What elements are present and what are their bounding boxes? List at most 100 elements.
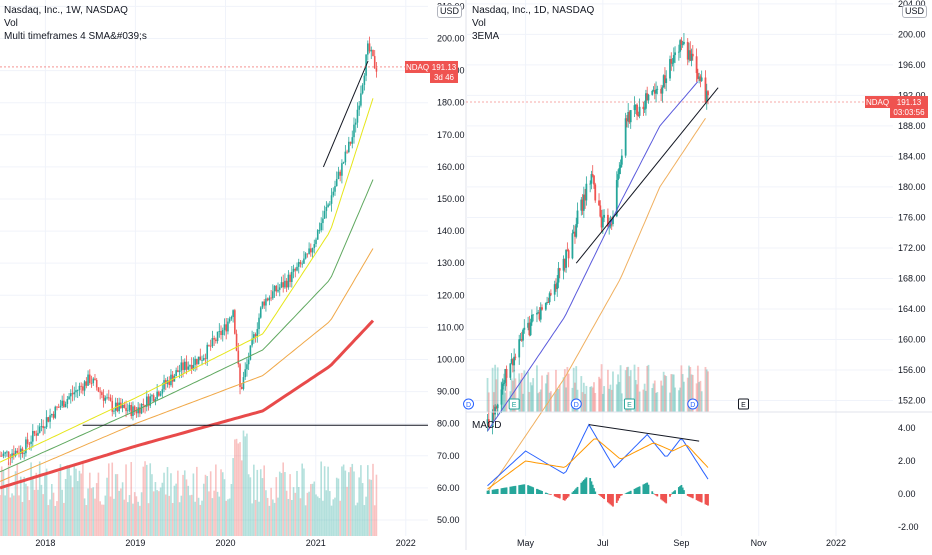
right-volume-bar: [691, 374, 694, 412]
left-y-tick-label: 180.00: [437, 98, 465, 108]
macd-histogram-bar: [494, 489, 497, 494]
left-candle-body: [90, 383, 93, 384]
left-candle-body: [216, 331, 219, 342]
right-candle-body: [672, 55, 675, 63]
left-volume-bar: [225, 500, 228, 536]
macd-histogram-bar: [505, 487, 508, 494]
left-candle-body: [358, 105, 360, 110]
left-candle-body: [82, 386, 84, 391]
left-volume-bar: [92, 487, 95, 536]
macd-histogram-bar: [538, 489, 541, 494]
left-candle-body: [33, 430, 36, 434]
right-trendline: [575, 87, 719, 264]
macd-y-tick-label: 0.00: [898, 489, 916, 499]
left-candle-body: [206, 344, 209, 359]
right-candle-body: [627, 112, 630, 122]
left-candle-body: [308, 248, 310, 254]
macd-histogram-bar: [582, 480, 585, 494]
right-volume-bar: [491, 367, 494, 412]
macd-histogram-bar: [503, 487, 505, 494]
left-volume-bar: [125, 464, 127, 536]
left-volume-bar: [368, 479, 371, 536]
left-candle-body: [316, 230, 319, 240]
macd-histogram-bar: [572, 491, 575, 494]
left-volume-bar: [56, 501, 58, 536]
left-legend-indicator[interactable]: Multi timeframes 4 SMA&#039;s: [4, 31, 147, 42]
right-candle-body: [688, 50, 690, 60]
left-volume-bar: [370, 479, 373, 536]
left-candle-body: [137, 407, 139, 414]
left-candle-body: [142, 403, 145, 405]
right-legend-title[interactable]: Nasdaq, Inc., 1D, NASDAQ: [472, 5, 595, 16]
right-volume-bar: [686, 377, 689, 412]
right-candle-body: [695, 56, 698, 74]
right-legend-vol[interactable]: Vol: [472, 18, 486, 29]
signal-line: [487, 438, 709, 490]
earnings-marker: [623, 398, 635, 410]
left-volume-bar: [202, 483, 205, 536]
right-candle-body: [626, 118, 628, 122]
right-volume-bar: [574, 382, 576, 412]
macd-histogram-bar: [518, 485, 521, 494]
left-currency-badge[interactable]: USD: [437, 5, 463, 18]
right-candle-body: [636, 104, 638, 116]
left-volume-bar: [265, 490, 267, 536]
macd-title: MACD: [472, 420, 501, 431]
left-volume-bar: [175, 483, 177, 536]
macd-histogram-bar: [580, 482, 583, 494]
left-volume-bar: [346, 486, 348, 536]
right-y-tick-label: 168.00: [898, 273, 926, 283]
left-candle-body: [35, 433, 38, 436]
left-volume-bar: [197, 497, 200, 536]
left-volume-bar: [82, 461, 84, 536]
macd-histogram-bar: [594, 491, 597, 494]
right-candle-body: [651, 91, 654, 95]
right-candle-body: [486, 419, 489, 424]
macd-histogram-bar: [496, 488, 499, 494]
right-candle-body: [634, 104, 637, 106]
right-volume-bar: [607, 369, 609, 412]
left-volume-bar: [23, 476, 25, 536]
left-candle-body: [44, 427, 46, 429]
macd-histogram-bar: [683, 490, 685, 494]
left-volume-bar: [339, 500, 341, 536]
left-candle-body: [348, 141, 350, 153]
right-currency-badge[interactable]: USD: [902, 5, 928, 18]
left-legend-vol[interactable]: Vol: [4, 18, 18, 29]
right-volume-bar: [704, 366, 707, 412]
right-legend-indicator[interactable]: 3EMA: [472, 31, 500, 42]
left-candle-body: [221, 330, 224, 336]
right-candle-body: [669, 59, 671, 79]
left-sma-line-4: [0, 319, 375, 490]
left-candle-body: [94, 378, 96, 380]
left-volume-bar: [320, 461, 322, 536]
macd-histogram-bar: [514, 485, 517, 494]
right-volume-bar: [558, 384, 561, 412]
left-volume-bar: [310, 484, 312, 536]
left-candle-body: [25, 439, 27, 454]
right-volume-bar: [633, 364, 636, 412]
left-volume-bar: [0, 495, 1, 536]
left-candle-body: [363, 75, 366, 85]
left-volume-bar: [301, 463, 303, 536]
right-volume-bar: [546, 374, 548, 412]
macd-histogram-bar: [662, 494, 665, 502]
left-volume-bar: [292, 487, 295, 536]
right-candle-body: [591, 174, 594, 176]
left-candle-body: [375, 68, 378, 72]
right-volume-bar: [567, 373, 570, 412]
right-volume-bar: [646, 365, 649, 412]
left-candle-body: [266, 298, 269, 301]
right-candle-body: [662, 75, 665, 88]
right-candle-body: [696, 73, 699, 79]
right-y-tick-label: 196.00: [898, 60, 926, 70]
left-volume-bar: [180, 495, 183, 536]
macd-histogram-bar: [544, 492, 547, 494]
left-volume-bar: [6, 484, 8, 536]
left-candle-body: [351, 137, 354, 144]
left-legend-title[interactable]: Nasdaq, Inc., 1W, NASDAQ: [4, 5, 128, 16]
right-candle-body: [495, 406, 498, 409]
left-candle-body: [102, 395, 105, 401]
left-volume-bar: [44, 474, 46, 536]
